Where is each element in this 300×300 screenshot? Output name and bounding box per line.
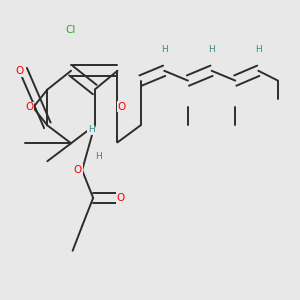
Text: H: H <box>95 152 101 161</box>
Text: H: H <box>88 125 95 134</box>
Text: O: O <box>15 66 24 76</box>
Text: O: O <box>117 193 125 203</box>
Text: O: O <box>118 102 126 112</box>
Text: H: H <box>255 45 262 54</box>
Text: Cl: Cl <box>66 25 76 35</box>
Text: H: H <box>208 45 215 54</box>
Text: H: H <box>161 45 168 54</box>
Text: O: O <box>74 165 82 175</box>
Text: O: O <box>25 103 33 112</box>
